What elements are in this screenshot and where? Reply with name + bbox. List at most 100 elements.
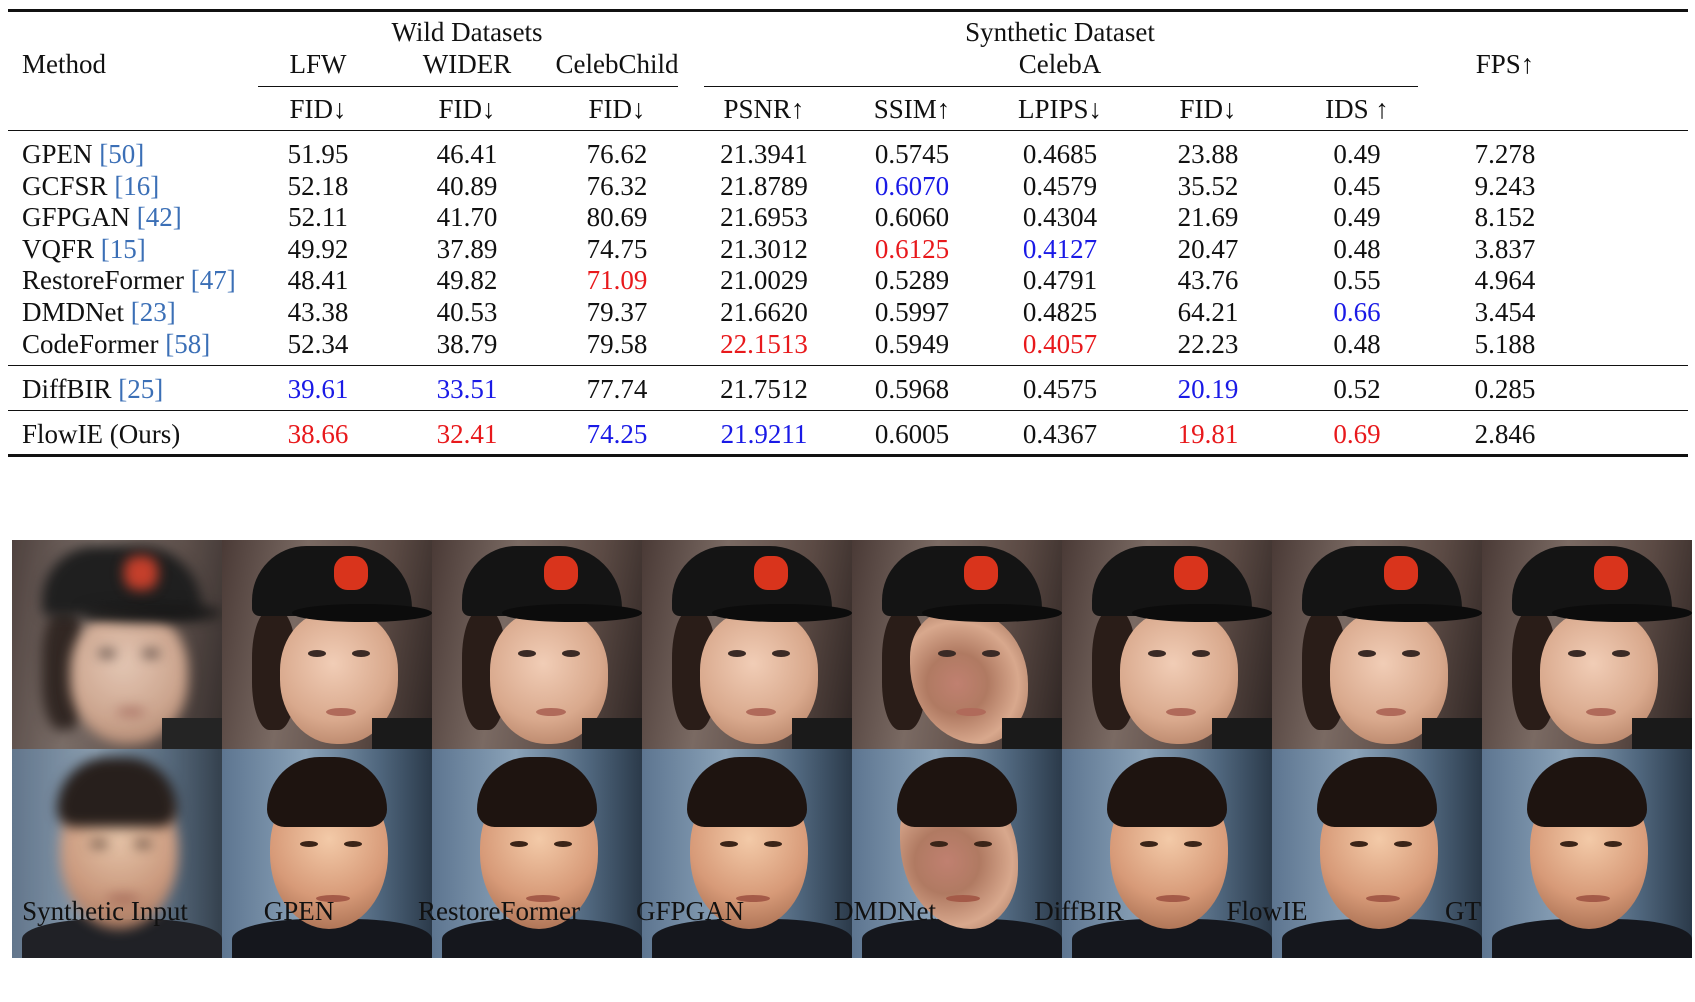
table-cell: 38.66 (287, 419, 349, 449)
table-cell: 21.0029 (720, 265, 808, 295)
table-cell: 52.11 (288, 202, 348, 232)
citation-link[interactable]: [50] (99, 139, 145, 169)
bottom-rule (8, 454, 1688, 457)
qualitative-comparison-figure (12, 540, 1695, 958)
face-image-gfpgan-row2 (642, 749, 852, 958)
comparison-row-1 (12, 540, 1695, 749)
table-cell: 40.53 (436, 297, 498, 327)
table-cell: 2.846 (1474, 419, 1536, 449)
method-label: GFPGAN (22, 202, 131, 232)
face-image-gt-row2 (1482, 749, 1692, 958)
table-cell: 0.4825 (1022, 297, 1098, 327)
metric-lpips: LPIPS↓ (1017, 94, 1103, 124)
top-rule (8, 9, 1688, 12)
table-cell: 22.1513 (720, 329, 808, 359)
citation-link[interactable]: [25] (118, 374, 164, 404)
method-label: DMDNet (22, 297, 124, 327)
header-method: Method (22, 49, 106, 79)
citation-link[interactable]: [47] (190, 265, 236, 295)
table-cell: 48.41 (287, 265, 349, 295)
table-cell: 21.9211 (720, 419, 808, 449)
header-celeba: CelebA (1018, 49, 1102, 79)
face-image-gpen-row2 (222, 749, 432, 958)
table-cell: 0.5949 (874, 329, 950, 359)
table-row: VQFR [15] 49.92 37.89 74.75 21.3012 0.6125 0.4… (0, 232, 1695, 266)
citation-link[interactable]: [16] (114, 171, 160, 201)
face-image-diffbir-row1 (1062, 540, 1272, 749)
table-cell: 7.278 (1474, 139, 1536, 169)
citation-link[interactable]: [58] (165, 329, 211, 359)
citation-link[interactable]: [42] (136, 202, 182, 232)
method-name: GFPGAN [42] (22, 200, 182, 234)
table-cell: 49.92 (287, 234, 349, 264)
table-cell: 77.74 (586, 374, 648, 404)
table-cell: 0.4367 (1022, 419, 1098, 449)
method-name: DiffBIR [25] (22, 372, 163, 406)
table-cell: 0.285 (1474, 374, 1536, 404)
face-image-dmdnet-row2 (852, 749, 1062, 958)
metric-ids: IDS ↑ (1325, 94, 1389, 124)
face-image-gfpgan-row1 (642, 540, 852, 749)
face-image-restoreformer-row1 (432, 540, 642, 749)
mid-rule-2 (8, 410, 1688, 412)
caption-restoreformer: RestoreFormer (418, 896, 580, 926)
table-cell: 19.81 (1177, 419, 1239, 449)
face-image-synthetic-input-row2 (12, 749, 222, 958)
caption-flowie: FlowIE (1226, 896, 1308, 926)
table-row: GFPGAN [42] 52.11 41.70 80.69 21.6953 0.6060 0… (0, 200, 1695, 234)
method-name: DMDNet [23] (22, 295, 176, 329)
table-cell: 9.243 (1474, 171, 1536, 201)
citation-link[interactable]: [15] (100, 234, 146, 264)
table-cell: 21.3012 (720, 234, 808, 264)
figure-captions: Synthetic Input GPEN RestoreFormer GFPGAN DM… (12, 894, 1695, 934)
citation-link[interactable]: [23] (130, 297, 176, 327)
table-cell: 8.152 (1474, 202, 1536, 232)
table-cell: 0.4057 (1022, 329, 1098, 359)
table-cell: 23.88 (1177, 139, 1239, 169)
metric-ssim: SSIM↑ (873, 94, 951, 124)
face-image-diffbir-row2 (1062, 749, 1272, 958)
table-cell: 46.41 (436, 139, 498, 169)
table-cell: 20.47 (1177, 234, 1239, 264)
table-cell: 0.4791 (1022, 265, 1098, 295)
method-name: GCFSR [16] (22, 169, 159, 203)
table-cell: 0.6060 (874, 202, 950, 232)
face-image-synthetic-input-row1 (12, 540, 222, 749)
table-cell: 0.6125 (874, 234, 950, 264)
table-cell: 0.49 (1333, 202, 1381, 232)
mid-rule-1 (8, 365, 1688, 367)
table-row: GCFSR [16] 52.18 40.89 76.32 21.8789 0.6070 0.… (0, 169, 1695, 203)
table-row: DMDNet [23] 43.38 40.53 79.37 21.6620 0.5997 0… (0, 295, 1695, 329)
metric-psnr: PSNR↑ (723, 94, 805, 124)
table-cell: 0.4127 (1022, 234, 1098, 264)
table-row: FlowIE (Ours) 38.66 32.41 74.25 21.9211 0.600… (0, 417, 1695, 451)
header-wider: WIDER (422, 49, 512, 79)
table-cell: 21.6953 (720, 202, 808, 232)
header-rule (8, 130, 1688, 132)
table-cell: 38.79 (436, 329, 498, 359)
table-row: DiffBIR [25] 39.61 33.51 77.74 21.7512 0.5968… (0, 372, 1695, 406)
metric-lfw-fid: FID↓ (289, 94, 347, 124)
table-cell: 35.52 (1177, 171, 1239, 201)
table-row: RestoreFormer [47] 48.41 49.82 71.09 21.0029… (0, 263, 1695, 297)
table-cell: 0.5968 (874, 374, 950, 404)
table-cell: 0.55 (1333, 265, 1381, 295)
table-cell: 76.62 (586, 139, 648, 169)
group-wild-datasets: Wild Datasets (391, 17, 543, 47)
method-label: DiffBIR (22, 374, 112, 404)
wild-cmidrule (258, 86, 678, 88)
table-cell: 43.38 (287, 297, 349, 327)
table-cell: 21.69 (1177, 202, 1239, 232)
face-image-gpen-row1 (222, 540, 432, 749)
metric-celeba-fid: FID↓ (1179, 94, 1237, 124)
comparison-row-2 (12, 749, 1695, 958)
table-cell: 39.61 (287, 374, 349, 404)
table-cell: 0.6005 (874, 419, 950, 449)
face-image-gt-row1 (1482, 540, 1692, 749)
table-cell: 80.69 (586, 202, 648, 232)
table-cell: 79.58 (586, 329, 648, 359)
face-image-restoreformer-row2 (432, 749, 642, 958)
face-image-flowie-row1 (1272, 540, 1482, 749)
table-cell: 0.4579 (1022, 171, 1098, 201)
face-image-flowie-row2 (1272, 749, 1482, 958)
